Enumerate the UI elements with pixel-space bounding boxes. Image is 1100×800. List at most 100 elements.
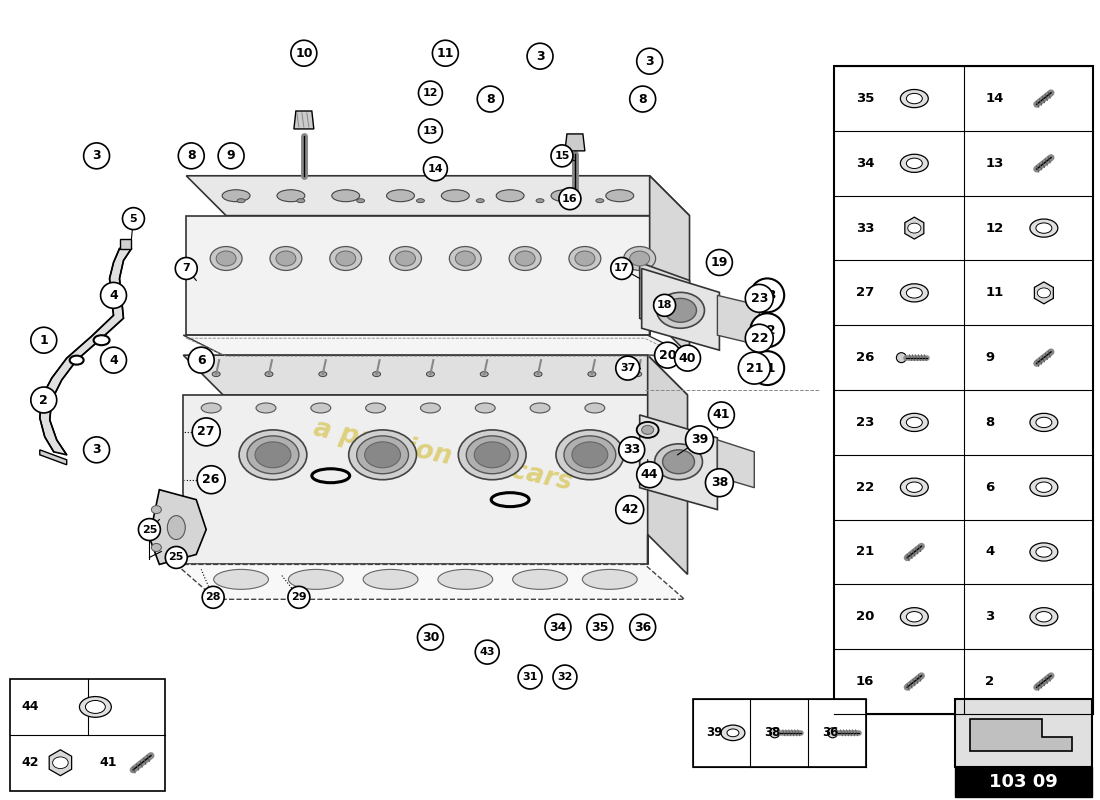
- Ellipse shape: [647, 290, 682, 318]
- Circle shape: [587, 614, 613, 640]
- Text: 8: 8: [638, 93, 647, 106]
- Circle shape: [553, 665, 576, 689]
- Text: 11: 11: [986, 286, 1003, 299]
- Circle shape: [610, 258, 632, 279]
- Text: 18: 18: [657, 300, 672, 310]
- Text: 15: 15: [554, 151, 570, 161]
- Text: 33: 33: [856, 222, 875, 234]
- Text: 21: 21: [746, 362, 763, 374]
- Bar: [693, 699, 866, 766]
- Ellipse shape: [466, 436, 518, 474]
- Ellipse shape: [572, 442, 608, 468]
- Circle shape: [165, 546, 187, 569]
- Polygon shape: [717, 295, 759, 345]
- Ellipse shape: [450, 246, 481, 270]
- Text: 40: 40: [679, 352, 696, 365]
- Ellipse shape: [364, 442, 400, 468]
- Ellipse shape: [420, 403, 440, 413]
- Text: 39: 39: [691, 434, 708, 446]
- Ellipse shape: [389, 246, 421, 270]
- Ellipse shape: [901, 90, 928, 108]
- Circle shape: [100, 347, 126, 373]
- Ellipse shape: [417, 198, 425, 202]
- Text: 8: 8: [187, 150, 196, 162]
- Text: 27: 27: [856, 286, 875, 299]
- Circle shape: [84, 143, 110, 169]
- Text: 11: 11: [437, 46, 454, 60]
- Ellipse shape: [901, 414, 928, 431]
- Ellipse shape: [657, 292, 704, 328]
- Text: 2: 2: [40, 394, 48, 406]
- Ellipse shape: [455, 251, 475, 266]
- Ellipse shape: [624, 246, 656, 270]
- Ellipse shape: [256, 403, 276, 413]
- Ellipse shape: [1037, 288, 1050, 298]
- Polygon shape: [40, 249, 132, 455]
- Ellipse shape: [248, 436, 299, 474]
- Ellipse shape: [167, 515, 185, 539]
- Text: 26: 26: [202, 474, 220, 486]
- Circle shape: [629, 86, 656, 112]
- Ellipse shape: [1036, 482, 1052, 492]
- Circle shape: [750, 278, 784, 312]
- Ellipse shape: [1036, 418, 1052, 428]
- Text: 8: 8: [486, 93, 495, 106]
- Circle shape: [477, 86, 503, 112]
- Polygon shape: [184, 335, 688, 355]
- Text: 6: 6: [986, 481, 994, 494]
- Ellipse shape: [1030, 608, 1058, 626]
- Text: 6: 6: [197, 354, 206, 366]
- Text: 13: 13: [422, 126, 438, 136]
- Circle shape: [706, 250, 733, 275]
- Text: 22: 22: [750, 332, 768, 345]
- Text: 41: 41: [100, 756, 117, 770]
- Text: 44: 44: [22, 701, 40, 714]
- Ellipse shape: [530, 403, 550, 413]
- Ellipse shape: [906, 611, 922, 622]
- Polygon shape: [150, 490, 206, 565]
- Ellipse shape: [908, 223, 921, 233]
- Circle shape: [178, 143, 205, 169]
- Ellipse shape: [86, 701, 106, 714]
- Text: 3: 3: [986, 610, 994, 623]
- Circle shape: [424, 157, 448, 181]
- Ellipse shape: [276, 251, 296, 266]
- Text: 2: 2: [986, 675, 994, 688]
- Ellipse shape: [906, 418, 922, 428]
- Circle shape: [551, 145, 573, 167]
- Polygon shape: [640, 262, 690, 335]
- Text: 13: 13: [986, 157, 1004, 170]
- Text: 7: 7: [183, 263, 190, 274]
- Circle shape: [738, 352, 770, 384]
- Text: 42: 42: [22, 756, 40, 770]
- Text: 31: 31: [522, 672, 538, 682]
- Polygon shape: [640, 415, 717, 510]
- Text: 23: 23: [759, 289, 775, 302]
- Ellipse shape: [720, 725, 745, 741]
- Circle shape: [654, 342, 681, 368]
- Polygon shape: [294, 111, 313, 129]
- Circle shape: [674, 345, 701, 371]
- Ellipse shape: [94, 335, 110, 345]
- Circle shape: [637, 48, 662, 74]
- Circle shape: [100, 282, 126, 308]
- Circle shape: [750, 314, 784, 347]
- Circle shape: [527, 43, 553, 69]
- Circle shape: [418, 119, 442, 143]
- Ellipse shape: [53, 757, 68, 769]
- Text: 25: 25: [142, 525, 157, 534]
- Polygon shape: [1034, 282, 1054, 304]
- Ellipse shape: [396, 251, 416, 266]
- Ellipse shape: [270, 246, 301, 270]
- Text: 21: 21: [759, 362, 775, 374]
- Ellipse shape: [896, 353, 906, 362]
- Ellipse shape: [662, 450, 694, 474]
- Circle shape: [475, 640, 499, 664]
- Ellipse shape: [336, 251, 355, 266]
- Polygon shape: [120, 238, 132, 249]
- Text: 1: 1: [40, 334, 48, 346]
- Ellipse shape: [332, 190, 360, 202]
- Polygon shape: [186, 176, 690, 216]
- Ellipse shape: [152, 543, 162, 551]
- Text: 4: 4: [986, 546, 994, 558]
